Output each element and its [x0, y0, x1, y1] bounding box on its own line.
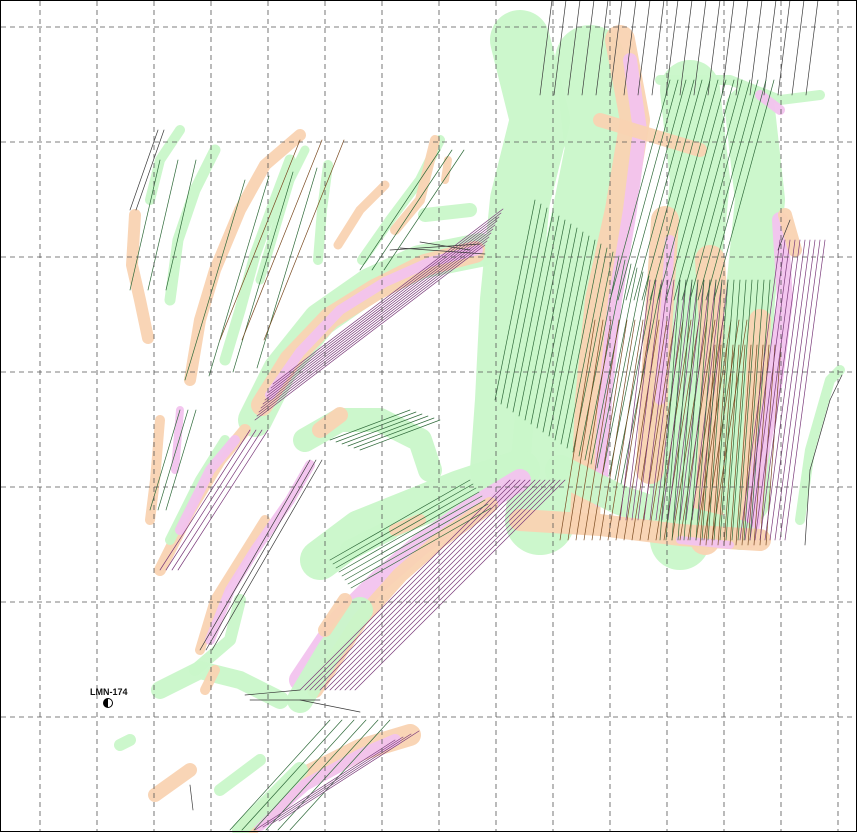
band-orange-zone: [445, 160, 448, 180]
band-green-zone: [120, 740, 130, 745]
half-filled-circle-icon: [104, 699, 113, 708]
band-green-zone: [425, 210, 470, 215]
band-pink-zone: [680, 540, 730, 545]
well-label: LMN-174: [90, 687, 128, 697]
